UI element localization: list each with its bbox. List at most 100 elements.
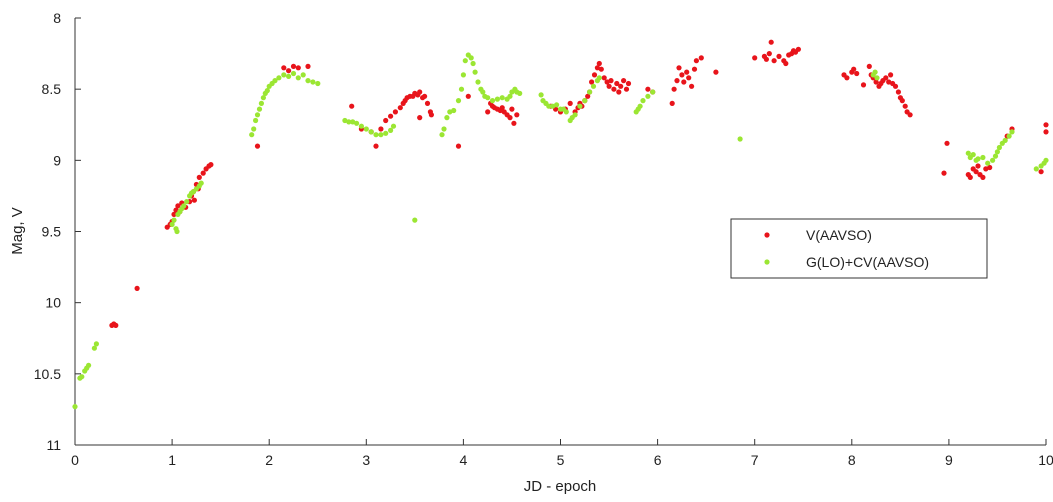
v-aavso-point [392,109,398,115]
y-tick-label: 11 [46,437,61,453]
g-lo-cv-point [447,109,453,115]
g-lo-cv-point [587,89,593,95]
g-lo-cv-point [640,98,646,104]
g-lo-cv-point [171,217,177,223]
g-lo-cv-point [350,119,356,125]
v-aavso-point [771,58,777,64]
v-aavso-point [422,93,428,99]
v-aavso-point [941,170,947,176]
v-aavso-point [873,79,879,85]
v-aavso-point [606,83,612,89]
v-aavso-point [113,322,119,328]
g-lo-cv-point [305,78,311,84]
y-tick-label: 8.5 [42,81,62,97]
y-tick-label: 9.5 [42,224,62,240]
v-aavso-point [589,79,595,85]
g-lo-cv-point [310,79,316,85]
g-lo-cv-point [874,75,880,81]
g-lo-cv-point [444,115,450,121]
g-lo-cv-point [388,127,394,133]
g-lo-cv-point [249,132,255,138]
y-axis-title: Mag, V [9,207,26,255]
g-lo-cv-point [251,126,257,132]
v-aavso-point [134,285,140,291]
v-aavso-point [944,140,950,146]
v-aavso-point [1043,129,1049,135]
v-aavso-point [681,79,687,85]
g-lo-cv-point [264,88,270,94]
v-aavso-point [305,63,311,69]
g-lo-cv-point [86,362,92,368]
g-lo-cv-point [254,112,261,118]
g-lo-cv-point [517,90,523,96]
v-aavso-point [713,69,719,75]
g-lo-cv-point [346,119,352,125]
x-tick-label: 5 [557,452,565,468]
v-aavso-point [674,78,680,84]
g-lo-cv-point [412,217,418,223]
v-aavso-point [851,66,857,72]
v-aavso-point [196,174,202,180]
data-points [72,39,1049,410]
g-lo-cv-point [472,69,478,75]
y-ticks: 8 8.5 9 9.5 10 10.5 11 [34,10,81,453]
v-aavso-point [907,112,913,118]
g-lo-cv-point [439,132,445,138]
v-aavso-point [424,100,431,106]
g-lo-cv-point [1009,129,1015,135]
v-aavso-point [286,68,292,74]
x-tick-label: 2 [265,452,273,468]
g-lo-cv-point [992,153,999,159]
g-lo-cv-point [458,86,465,92]
v-aavso-point [200,170,206,176]
g-lo-cv-point [596,75,602,81]
v-aavso-point [671,86,677,92]
legend-label-g-lo-cv: G(LO)+CV(AAVSO) [806,254,929,270]
g-lo-cv-point [260,95,266,101]
v-aavso-point [171,211,177,217]
v-aavso-point [591,72,598,78]
g-lo-cv-point [174,228,180,235]
g-lo-cv-point [994,149,1001,155]
v-aavso-point [768,39,774,45]
g-lo-cv-point [368,129,374,135]
x-ticks: 0 1 2 3 4 5 6 7 8 9 10 [71,439,1053,468]
v-aavso-point [980,174,986,180]
g-lo-cv-point [276,75,282,81]
v-aavso-point [693,58,700,64]
g-lo-cv-point [494,96,500,102]
x-tick-label: 7 [751,452,759,468]
v-aavso-point [684,69,690,75]
x-tick-label: 8 [848,452,856,468]
v-aavso-point [567,100,573,106]
x-tick-label: 4 [460,452,468,468]
g-lo-cv-point [91,345,97,351]
v-aavso-point [860,82,867,88]
g-lo-cv-point [295,75,301,81]
g-lo-cv-point [441,126,447,132]
g-lo-cv-point [538,92,544,98]
v-aavso-point [191,197,197,203]
v-aavso-point [1043,122,1049,128]
v-aavso-point [485,109,491,115]
v-aavso-point [621,78,627,84]
g-lo-cv-point [1002,137,1008,143]
v-aavso-point [295,65,301,71]
v-aavso-point [175,203,181,209]
g-lo-cv-point [650,89,656,95]
v-aavso-point [616,89,622,95]
g-lo-cv-point [737,136,743,142]
g-lo-cv-point [256,106,263,112]
v-aavso-point [511,120,517,126]
g-lo-cv-point [980,154,986,161]
g-lo-cv-point [390,123,397,129]
legend-marker-v-aavso [764,232,770,238]
x-axis-title: JD - epoch [524,478,597,495]
g-lo-cv-point [554,102,560,108]
v-aavso-point [585,93,591,99]
v-aavso-point [509,106,515,112]
g-lo-cv-point [378,132,384,138]
g-lo-cv-point [485,95,491,101]
v-aavso-point [776,53,782,60]
